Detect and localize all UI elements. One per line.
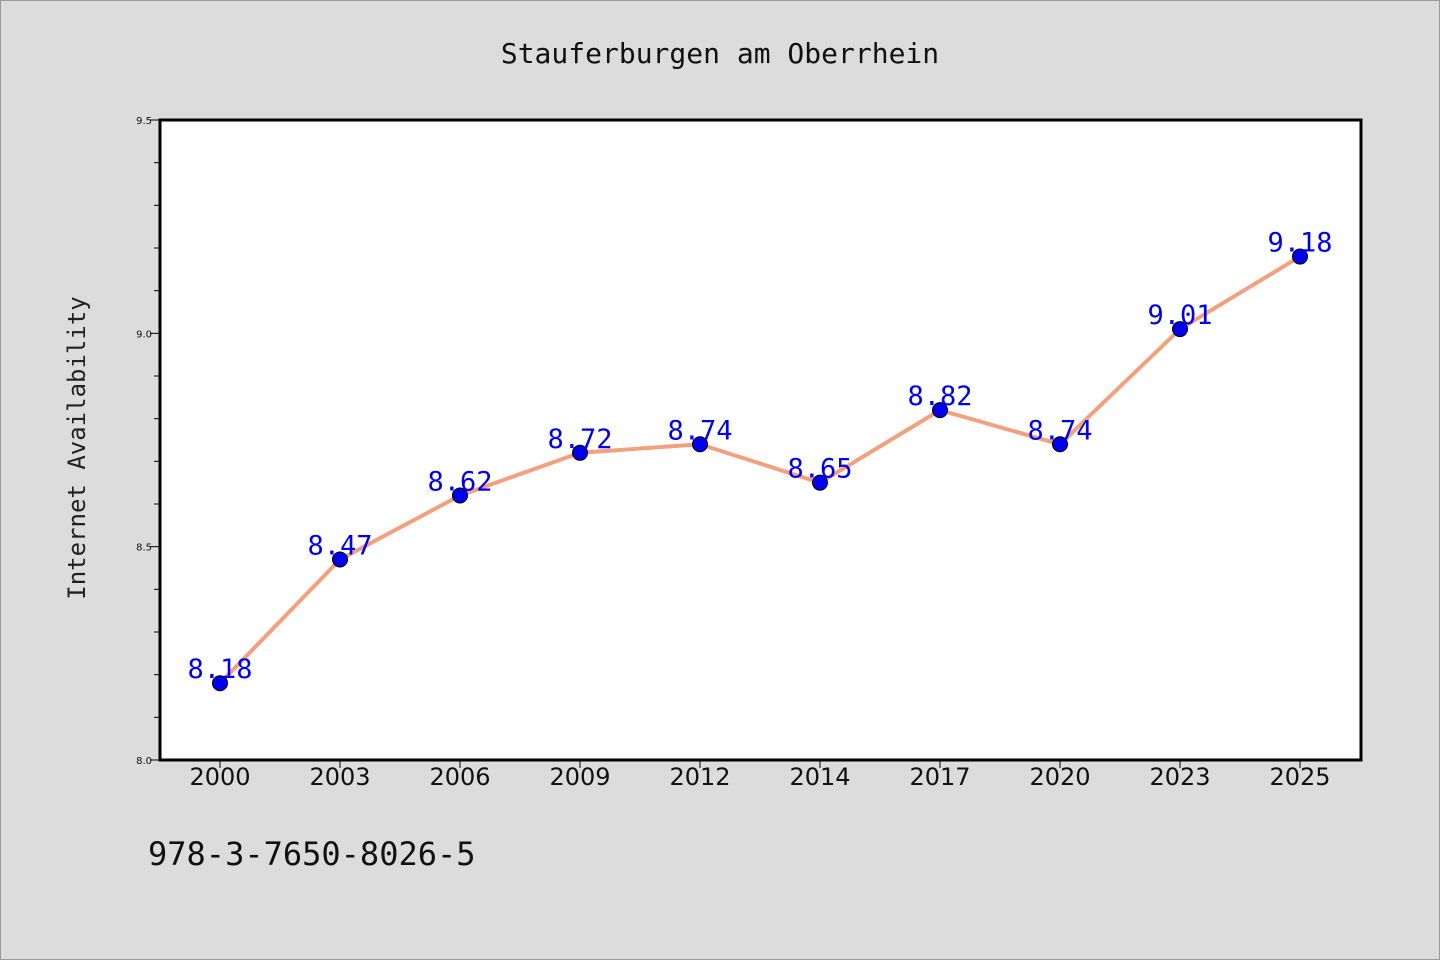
- data-label: 9.01: [1147, 300, 1212, 331]
- x-tick-label: 2009: [549, 763, 610, 791]
- x-tick-label: 2006: [429, 763, 490, 791]
- x-tick-label: 2000: [189, 763, 250, 791]
- y-tick-label: 8.5: [136, 543, 152, 554]
- data-label: 8.65: [787, 454, 852, 485]
- plot-area: [158, 118, 1363, 762]
- y-axis: 8.0 8.5 9.0 9.5: [136, 116, 160, 767]
- series-layer: 8.18 8.47 8.62 8.72 8.74 8.65 8.82 8.74 9.01 9.18: [187, 228, 1333, 692]
- x-tick-label: 2020: [1029, 763, 1090, 791]
- x-tick-label: 2025: [1269, 763, 1330, 791]
- data-label: 8.72: [547, 424, 612, 455]
- x-axis: 2000 2003 2006 2009 2012 2014 2017 2020 2023 2025: [189, 760, 1331, 791]
- x-tick-label: 2014: [789, 763, 850, 791]
- x-tick-label: 2023: [1149, 763, 1210, 791]
- x-tick-label: 2012: [669, 763, 730, 791]
- chart-title: Stauferburgen am Oberrhein: [501, 37, 939, 70]
- data-label: 8.82: [907, 381, 972, 412]
- isbn-text: 978-3-7650-8026-5: [148, 835, 476, 873]
- data-point: [1172, 321, 1188, 338]
- x-tick-label: 2003: [309, 763, 370, 791]
- data-label: 8.62: [427, 466, 492, 497]
- data-label: 9.18: [1267, 228, 1332, 259]
- data-point: [452, 487, 468, 504]
- x-tick-label: 2017: [909, 763, 970, 791]
- data-label: 8.74: [1027, 415, 1092, 446]
- y-tick-label: 8.0: [136, 756, 152, 767]
- data-label: 8.74: [667, 415, 732, 446]
- data-label: 8.47: [307, 530, 372, 561]
- data-point: [572, 444, 588, 461]
- y-tick-label: 9.5: [136, 116, 152, 127]
- y-axis-label: Internet Availability: [63, 296, 91, 599]
- data-point: [1052, 436, 1068, 453]
- data-point: [692, 436, 708, 453]
- data-point: [932, 402, 948, 419]
- series-line: [218, 254, 1302, 686]
- data-point: [212, 675, 228, 692]
- data-label: 8.18: [187, 654, 252, 685]
- data-point: [812, 474, 828, 491]
- y-tick-label: 9.0: [136, 329, 152, 340]
- data-point: [332, 551, 348, 568]
- data-point: [1292, 248, 1308, 265]
